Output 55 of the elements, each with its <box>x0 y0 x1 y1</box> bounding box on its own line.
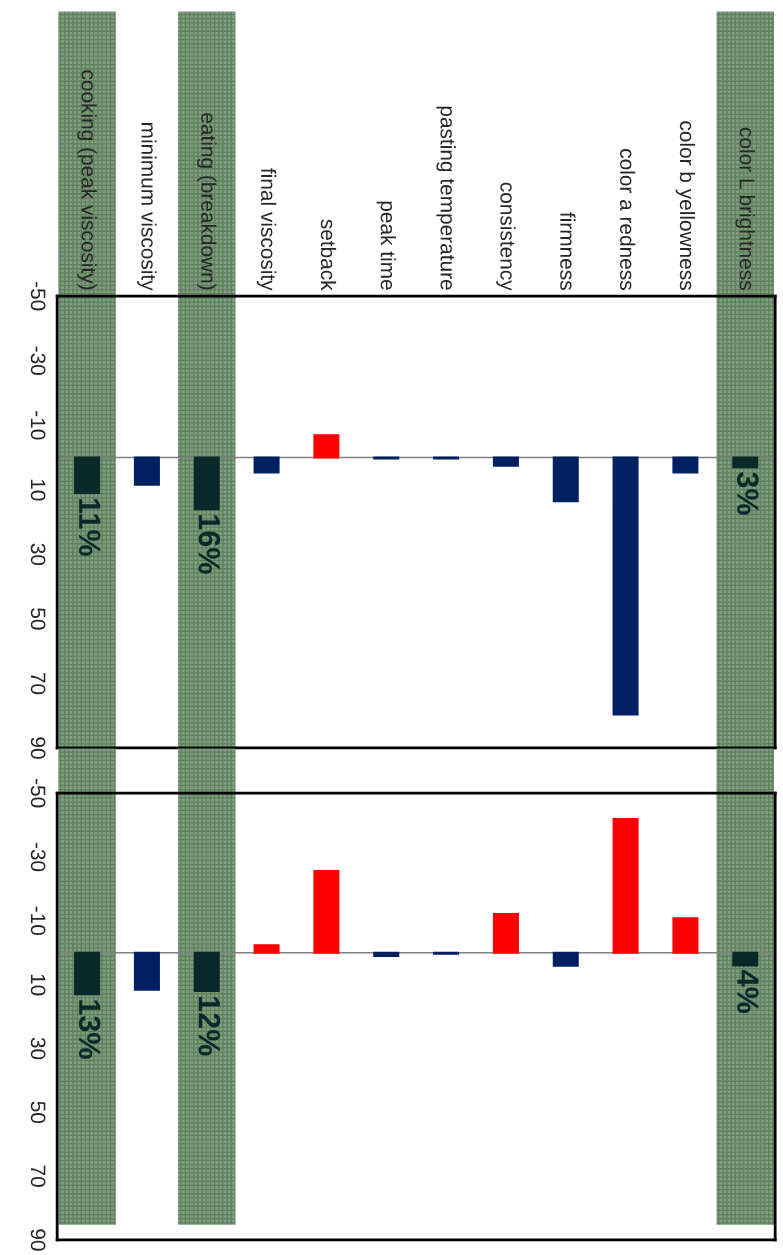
x-tick-label: eating (breakdown) <box>197 113 217 290</box>
bar <box>672 917 699 954</box>
bar <box>193 456 220 511</box>
x-tick-label: final viscosity <box>256 168 277 291</box>
bar <box>133 456 160 486</box>
y-tick-label: -50 <box>30 779 46 808</box>
data-label: 4% <box>737 970 759 1014</box>
y-tick-label: 50 <box>30 1101 46 1124</box>
y-tick-label: -10 <box>30 906 46 936</box>
bar <box>253 944 280 954</box>
y-tick-label: 10 <box>30 479 46 501</box>
data-label: 3% <box>737 472 759 515</box>
bar <box>492 913 519 954</box>
y-tick-label: 30 <box>30 1037 46 1060</box>
x-tick-label: pasting temperature <box>436 106 456 290</box>
y-tick-label: 70 <box>30 1165 46 1187</box>
bar <box>732 951 759 967</box>
x-tick-label: peak time <box>376 201 396 290</box>
bar <box>74 951 101 996</box>
x-tick-label: cooking (peak viscosity) <box>77 70 97 290</box>
bar <box>193 951 220 993</box>
data-label: 11% <box>78 499 101 556</box>
x-tick-label: firmness <box>560 212 576 290</box>
y-tick-label: -10 <box>30 411 46 440</box>
bar <box>133 951 160 991</box>
y-tick-label: 10 <box>30 974 46 996</box>
y-tick-label: -30 <box>30 842 46 872</box>
x-tick-label: minimum viscosity <box>137 123 157 291</box>
bar <box>672 456 699 474</box>
bar <box>552 456 579 503</box>
x-tick-label: setback <box>320 219 337 291</box>
y-tick-label: 90 <box>30 1229 46 1251</box>
y-tick-label: -30 <box>30 346 46 375</box>
bar <box>313 434 340 459</box>
y-tick-label: -50 <box>30 282 46 311</box>
bar <box>313 869 340 954</box>
y-tick-label: 70 <box>30 672 46 695</box>
data-label: 16% <box>198 515 221 574</box>
bar <box>732 456 759 469</box>
bar <box>612 817 639 954</box>
data-label: 12% <box>198 997 221 1056</box>
bar <box>492 456 519 467</box>
y-tick-label: 90 <box>30 737 46 759</box>
data-label: 13% <box>78 1000 101 1059</box>
x-tick-label: color L brightness <box>735 127 755 290</box>
bar <box>253 456 280 474</box>
bar <box>552 951 579 967</box>
x-tick-label: color a redness <box>619 149 636 290</box>
bar <box>373 951 400 957</box>
bar <box>74 456 101 495</box>
y-tick-label: 30 <box>30 543 46 566</box>
y-tick-label: 50 <box>30 608 46 630</box>
bar <box>612 456 639 716</box>
x-tick-label: color b yellowness <box>675 121 696 290</box>
x-tick-label: consistency <box>496 182 516 291</box>
